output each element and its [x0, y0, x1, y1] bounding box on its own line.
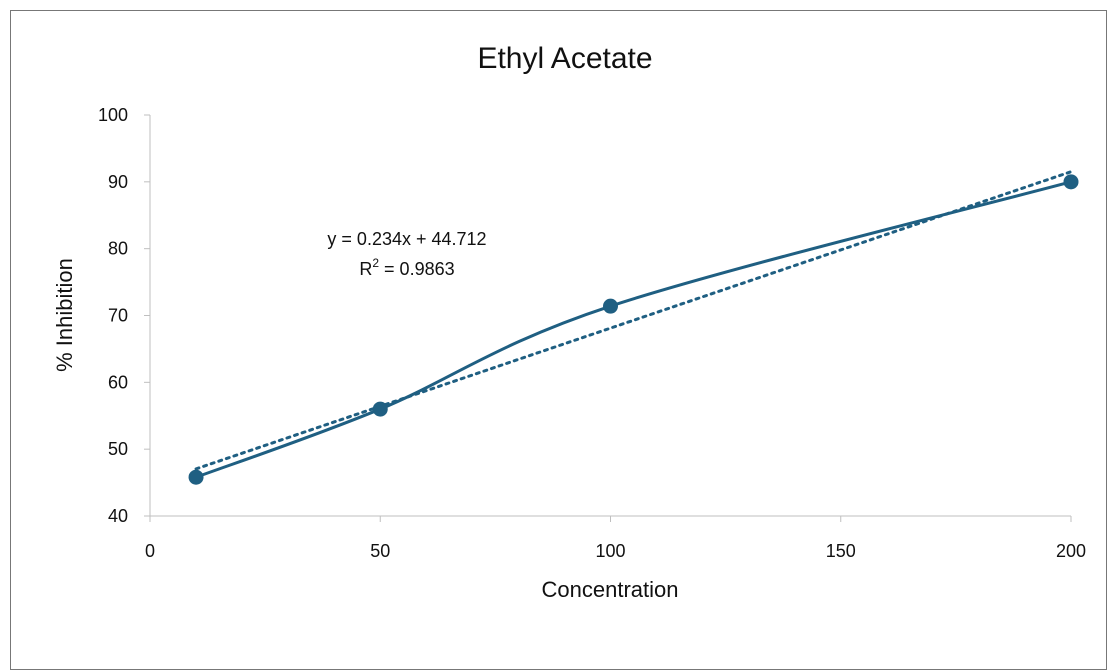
r-squared-value: = 0.9863 — [379, 259, 455, 279]
r-squared-superscript: 2 — [372, 256, 379, 270]
x-axis: 0 50 100 150 200 — [145, 515, 1086, 561]
r-squared-prefix: R — [359, 259, 372, 279]
y-tick-label: 70 — [108, 306, 128, 326]
x-axis-title: Concentration — [542, 577, 679, 602]
trendline-equation: y = 0.234x + 44.712 R2 = 0.9863 — [327, 229, 486, 279]
chart-svg: Ethyl Acetate 40 50 60 70 80 90 100 0 50 100 150 2… — [52, 42, 1086, 602]
x-tick-label: 150 — [826, 541, 856, 561]
x-tick-label: 0 — [145, 541, 155, 561]
linear-trendline — [194, 170, 1073, 471]
x-tick-label: 50 — [370, 541, 390, 561]
chart-title: Ethyl Acetate — [477, 42, 652, 75]
data-point — [188, 469, 204, 485]
y-axis-title: % Inhibition — [52, 258, 77, 372]
y-tick-label: 100 — [98, 105, 128, 125]
equation-label: y = 0.234x + 44.712 — [327, 229, 486, 249]
y-tick-label: 50 — [108, 439, 128, 459]
chart-frame — [10, 10, 1107, 670]
data-point — [603, 298, 618, 314]
data-point — [372, 401, 388, 417]
data-point — [1063, 174, 1079, 190]
y-tick-label: 80 — [108, 239, 128, 259]
y-axis: 40 50 60 70 80 90 100 — [98, 105, 151, 526]
x-tick-label: 200 — [1056, 541, 1086, 561]
r-squared-label: R2 = 0.9863 — [359, 256, 454, 279]
data-points — [188, 174, 1079, 485]
x-tick-label: 100 — [595, 541, 625, 561]
series-line — [195, 180, 1072, 479]
y-tick-label: 60 — [108, 372, 128, 392]
y-tick-label: 90 — [108, 172, 128, 192]
y-tick-label: 40 — [108, 506, 128, 526]
